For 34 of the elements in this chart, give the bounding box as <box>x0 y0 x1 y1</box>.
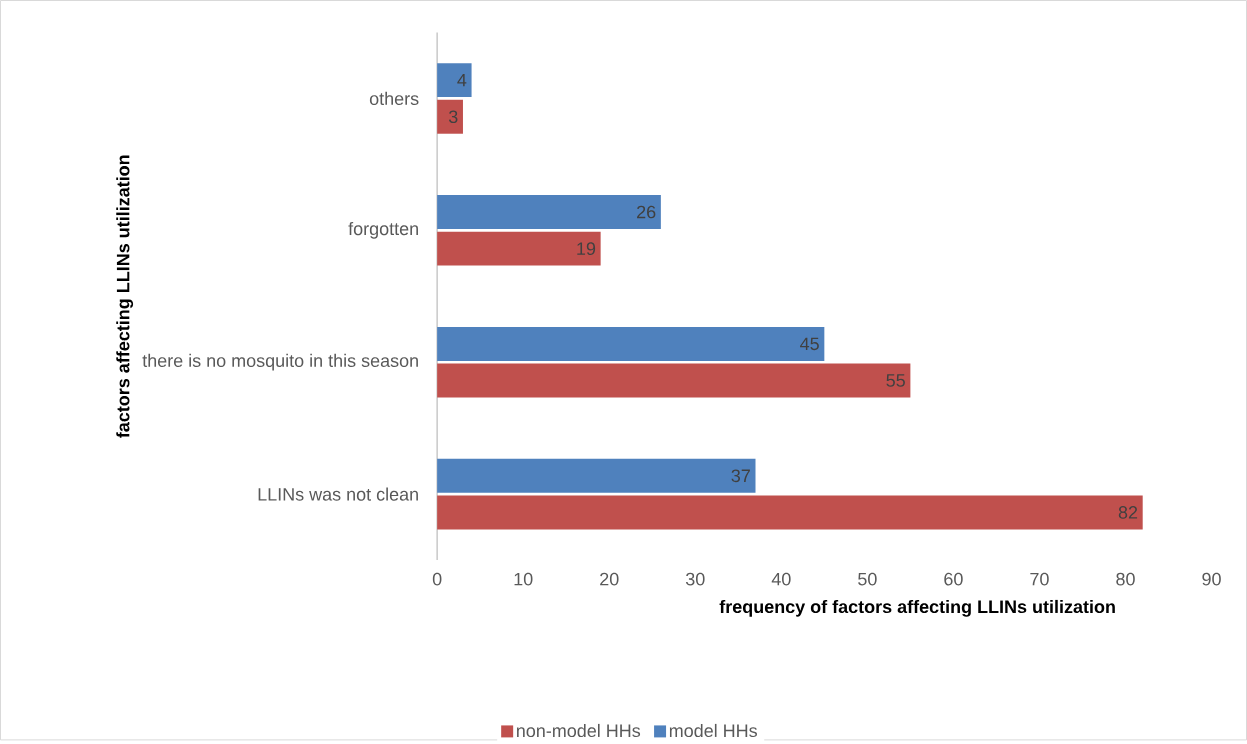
data-label: 82 <box>1118 505 1138 519</box>
x-tick-label: 30 <box>685 572 705 586</box>
bar <box>437 326 825 361</box>
x-axis-title: frequency of factors affecting LLINs utilization <box>719 599 1115 617</box>
y-tick-label: there is no mosquito in this season <box>142 353 418 371</box>
legend-label: non-model HHs <box>517 723 641 737</box>
x-tick-label: 40 <box>771 572 791 586</box>
data-label: 19 <box>577 242 596 255</box>
bar <box>437 63 472 97</box>
data-label: 37 <box>731 469 750 483</box>
bar <box>437 495 1143 530</box>
x-tick-label: 0 <box>432 572 442 586</box>
x-tick-label: 90 <box>1202 572 1221 586</box>
bar <box>437 231 601 266</box>
bar <box>437 99 463 134</box>
x-tick-label: 60 <box>944 572 963 586</box>
data-label: 45 <box>800 337 819 351</box>
data-label: 55 <box>886 374 905 387</box>
x-tick-label: 50 <box>858 572 877 586</box>
bar <box>437 458 756 493</box>
x-tick-label: 20 <box>600 572 619 586</box>
data-label: 4 <box>457 73 467 87</box>
x-tick-label: 10 <box>514 572 533 586</box>
legend-label: model HHs <box>669 723 757 737</box>
data-label: 26 <box>637 205 656 219</box>
bar <box>437 363 911 398</box>
y-axis-title: factors affecting LLINs utilization <box>116 155 134 438</box>
bar <box>437 194 661 229</box>
y-tick-label: forgotten <box>348 221 418 239</box>
x-tick-label: 70 <box>1030 572 1049 586</box>
data-label: 3 <box>448 110 458 123</box>
y-tick-label: LLINs was not clean <box>258 487 418 501</box>
x-tick-label: 80 <box>1116 572 1135 586</box>
y-tick-label: others <box>369 91 419 105</box>
